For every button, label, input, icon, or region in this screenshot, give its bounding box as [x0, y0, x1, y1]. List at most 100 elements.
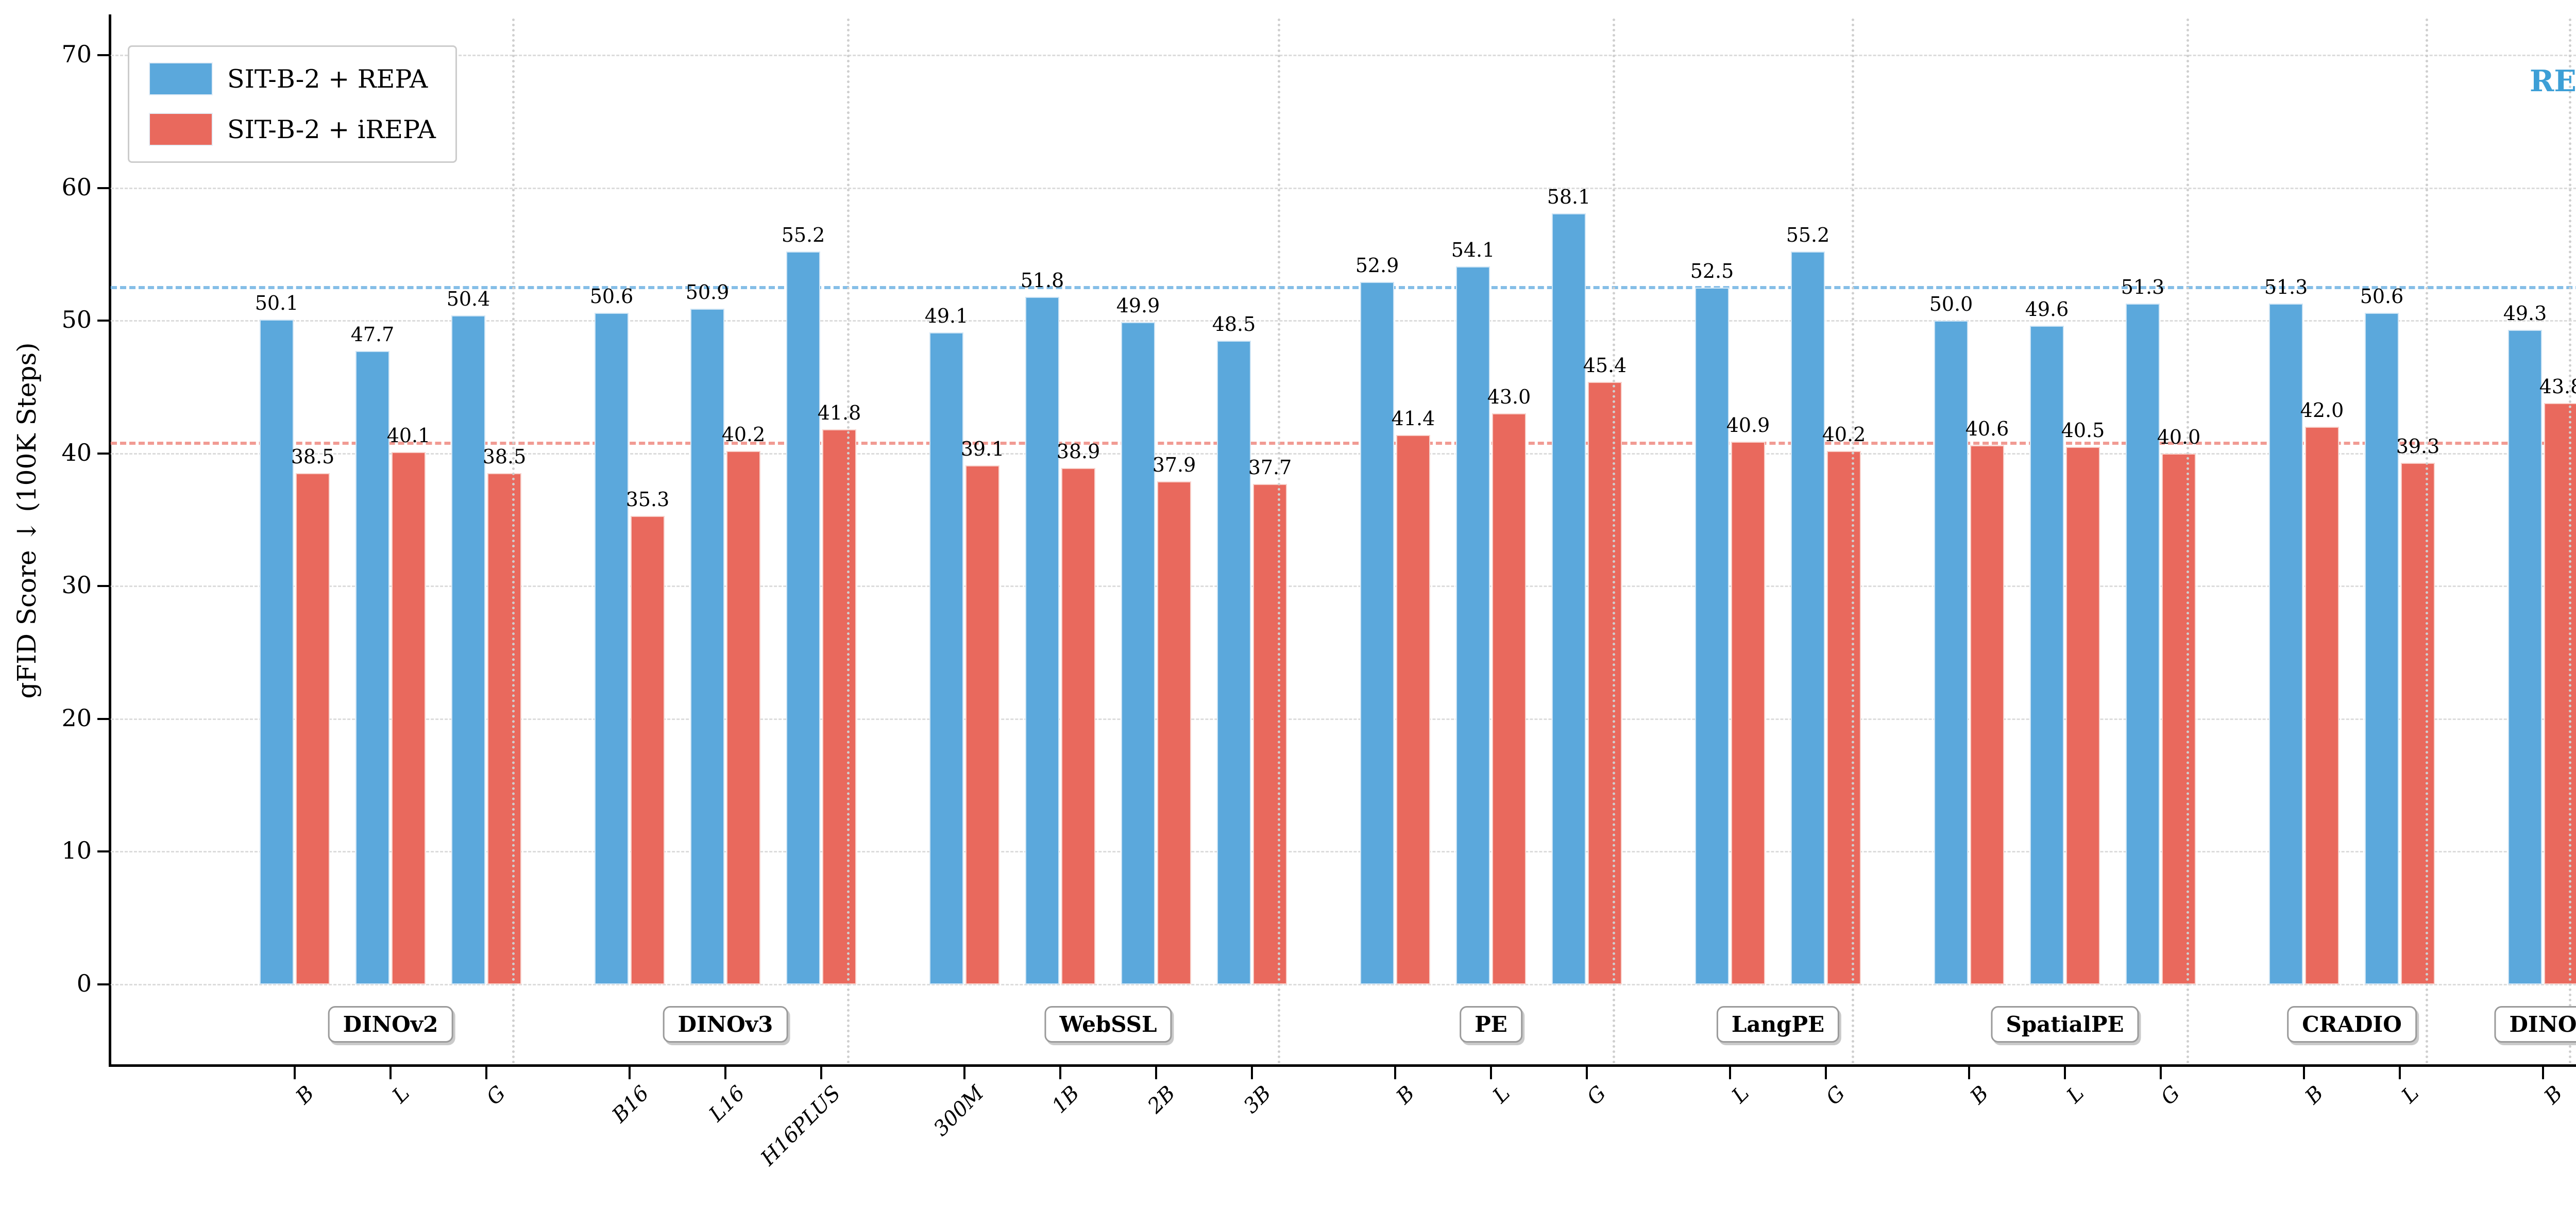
x-tick-label: G: [2156, 1081, 2185, 1110]
repa-bar: [355, 351, 389, 984]
repa-bar: [786, 252, 820, 984]
legend-item-repa: SIT-B-2 + REPA: [149, 62, 436, 95]
x-tick-mark: [1825, 1067, 1827, 1079]
group-label-spatialpe: SpatialPE: [1991, 1006, 2139, 1043]
repa-color-swatch: [149, 62, 213, 95]
irepa-bar-value: 37.7: [1248, 456, 1292, 479]
group-separator: [2187, 19, 2189, 1064]
x-tick-mark: [2303, 1067, 2305, 1079]
group-label-dinov3: DINOv3: [663, 1006, 788, 1043]
irepa-bar-value: 42.0: [2300, 399, 2344, 422]
irepa-bar: [2162, 453, 2196, 984]
irepa-bar-value: 40.2: [721, 423, 766, 446]
y-tick-mark: [97, 320, 111, 322]
irepa-bar-value: 39.1: [960, 437, 1005, 460]
x-tick-label: 2B: [1143, 1081, 1180, 1118]
irepa-bar: [1396, 434, 1430, 984]
repa-bar-value: 50.1: [255, 291, 299, 314]
repa-bar: [1695, 287, 1729, 984]
x-tick-label: B: [2539, 1081, 2567, 1109]
repa-bar-value: 49.9: [1116, 294, 1160, 317]
irepa-bar-value: 40.9: [1726, 413, 1770, 437]
repa-bar: [1456, 266, 1490, 984]
repa-bar: [451, 315, 485, 984]
repa-bar: [1121, 322, 1155, 984]
group-label-pe: PE: [1460, 1006, 1522, 1043]
irepa-bar-value: 43.0: [1487, 386, 1531, 409]
y-gridline: [111, 453, 2576, 455]
repa-bar-value: 50.9: [685, 280, 730, 304]
y-tick-mark: [97, 717, 111, 720]
x-tick-label: L: [1488, 1081, 1515, 1108]
irepa-bar-value: 35.3: [625, 488, 670, 511]
y-tick-mark: [97, 983, 111, 985]
y-axis-spine: [109, 14, 111, 1067]
irepa-bar: [2401, 462, 2435, 984]
x-tick-mark: [1490, 1067, 1492, 1079]
group-separator: [1613, 19, 1615, 1064]
legend-label-irepa: SIT-B-2 + iREPA: [227, 114, 436, 144]
y-tick-label: 10: [61, 836, 92, 865]
x-axis-spine: [109, 1064, 2576, 1067]
y-tick-label: 30: [61, 571, 92, 599]
irepa-bar-value: 39.3: [2396, 434, 2440, 458]
y-gridline: [111, 55, 2576, 56]
irepa-bar-value: 45.4: [1583, 354, 1627, 377]
group-label-cradio: CRADIO: [2287, 1006, 2417, 1043]
irepa-bar-value: 38.9: [1056, 440, 1100, 463]
irepa-bar-value: 41.8: [817, 401, 861, 425]
repa-bar: [2269, 303, 2303, 984]
y-tick-mark: [97, 585, 111, 588]
repa-bar-value: 55.2: [781, 224, 825, 247]
repa-bar-value: 51.8: [1020, 269, 1064, 292]
irepa-bar: [296, 473, 330, 984]
x-tick-mark: [1155, 1067, 1157, 1079]
group-separator: [2569, 19, 2571, 1064]
y-tick-mark: [97, 850, 111, 853]
irepa-bar: [1253, 483, 1287, 984]
repa-bar-value: 54.1: [1451, 238, 1495, 261]
x-tick-label: 1B: [1047, 1081, 1084, 1118]
irepa-bar-value: 40.0: [2157, 425, 2201, 448]
irepa-bar: [1061, 468, 1095, 984]
x-tick-mark: [963, 1067, 965, 1079]
x-tick-label: 300M: [929, 1081, 989, 1141]
irepa-bar: [726, 450, 760, 984]
x-tick-mark: [1251, 1067, 1253, 1079]
x-tick-label: L: [2397, 1081, 2424, 1108]
repa-bar-value: 49.3: [2503, 302, 2547, 325]
repa-bar-value: 58.1: [1547, 185, 1591, 208]
repa-bar: [595, 312, 629, 984]
x-tick-label: B: [1392, 1081, 1419, 1109]
y-gridline: [111, 585, 2576, 588]
repa-bar: [690, 308, 724, 984]
irepa-bar-value: 41.4: [1391, 407, 1435, 430]
legend-item-irepa: SIT-B-2 + iREPA: [149, 113, 436, 146]
y-gridline: [111, 851, 2576, 853]
x-tick-label: L: [1727, 1081, 1754, 1108]
x-tick-label: B: [1965, 1081, 1993, 1109]
y-axis-label: gFID Score ↓ (100K Steps): [12, 342, 42, 699]
irepa-bar-value: 40.2: [1822, 423, 1866, 446]
x-tick-mark: [1059, 1067, 1061, 1079]
x-tick-mark: [1729, 1067, 1731, 1079]
irepa-color-swatch: [149, 113, 213, 146]
irepa-bar: [392, 452, 426, 984]
irepa-bar-value: 37.9: [1152, 453, 1196, 476]
repa-bar: [1360, 282, 1394, 984]
y-tick-label: 0: [76, 969, 92, 997]
group-label-dinov2: DINOv2: [328, 1006, 453, 1043]
repa-bar-value: 50.0: [1929, 293, 1973, 316]
repa-bar: [1552, 213, 1586, 984]
group-label-langpe: LangPE: [1716, 1006, 1840, 1043]
repa-bar: [1025, 296, 1059, 984]
group-separator: [847, 19, 850, 1064]
repa-bar-value: 47.7: [350, 323, 395, 346]
repa-bar: [2508, 330, 2542, 984]
x-tick-label: L16: [704, 1081, 750, 1127]
repa-bar: [2365, 312, 2399, 984]
y-tick-label: 50: [61, 306, 92, 334]
repa-bar-value: 51.3: [2264, 275, 2308, 298]
group-separator: [1278, 19, 1280, 1064]
